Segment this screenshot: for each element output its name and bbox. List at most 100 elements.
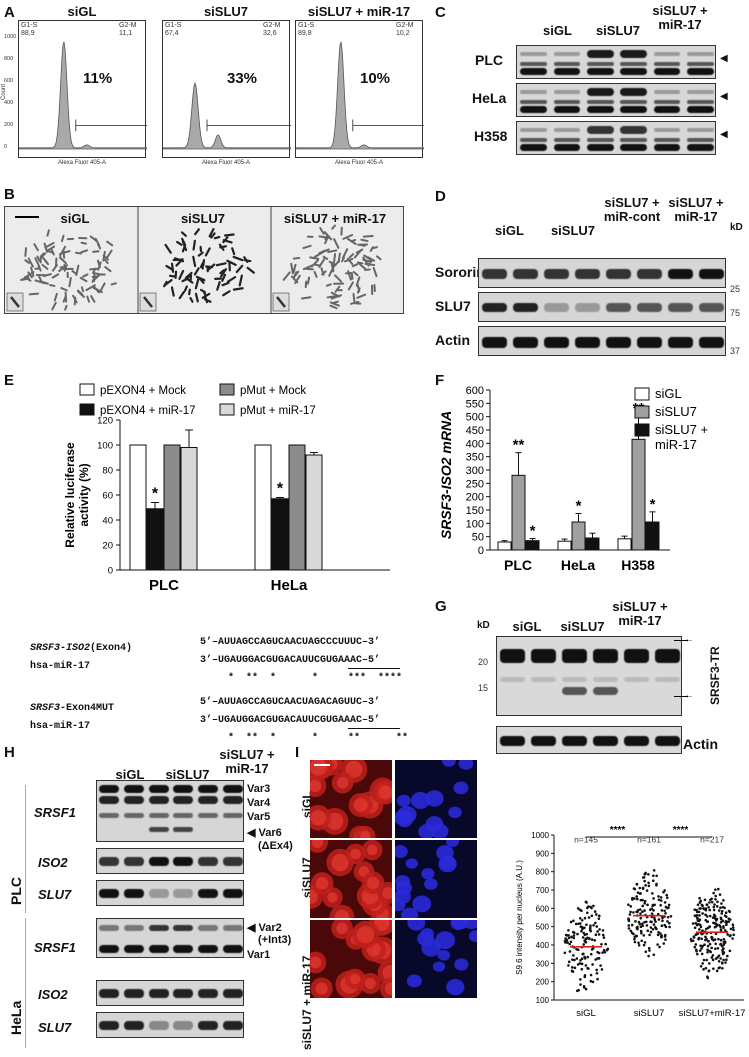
- chromosome: [192, 239, 196, 251]
- data-point: [634, 920, 637, 923]
- nucleus: [451, 920, 469, 930]
- chromosome: [38, 275, 43, 282]
- data-point: [635, 895, 639, 898]
- data-point: [707, 969, 711, 973]
- data-point: [659, 932, 662, 935]
- d-header-3: siSLU7 + miR-cont: [603, 195, 661, 224]
- data-point: [583, 940, 587, 943]
- chromosome: [34, 279, 46, 285]
- chromosome: [292, 263, 297, 274]
- western-srsf3: [496, 636, 682, 716]
- data-point: [715, 969, 719, 973]
- chromosome: [60, 287, 68, 292]
- bar: [129, 444, 147, 571]
- chromosome: [199, 278, 205, 284]
- chromosome: [46, 229, 50, 237]
- nucleus: [448, 806, 462, 819]
- data-point: [652, 897, 655, 900]
- gel-band: [198, 945, 218, 953]
- data-point: [649, 930, 653, 934]
- data-point: [693, 945, 697, 949]
- data-point: [657, 895, 660, 898]
- data-point: [565, 938, 569, 942]
- chromosome: [346, 237, 357, 245]
- data-point: [661, 916, 664, 920]
- gel-band: [222, 1021, 243, 1030]
- chromosome: [79, 276, 88, 283]
- s96-image: [310, 760, 392, 838]
- data-point: [647, 872, 650, 876]
- data-point: [714, 932, 718, 936]
- gel-band: [687, 52, 714, 56]
- bar: [146, 508, 164, 571]
- h-bracket-hela: [25, 918, 26, 1048]
- gel-band: [99, 945, 120, 953]
- stars-2: * ** * * ** **: [228, 733, 409, 744]
- chromosome: [24, 247, 28, 257]
- d-header-2: siSLU7: [550, 223, 596, 238]
- data-point: [704, 966, 708, 970]
- cell-signal: [366, 844, 378, 856]
- nucleus: [446, 840, 460, 847]
- gel-band: [520, 52, 547, 56]
- data-point: [695, 949, 698, 953]
- data-point: [566, 941, 569, 944]
- data-point: [666, 915, 670, 919]
- seq2-suffix: -Exon4MUT: [60, 703, 115, 714]
- chromosome: [235, 264, 244, 274]
- chromosome: [80, 249, 89, 254]
- count-label: n=161: [637, 834, 661, 844]
- legend-label: siGL: [655, 386, 682, 401]
- data-point: [580, 919, 584, 922]
- cell-signal: [327, 892, 338, 903]
- s96-image: [310, 920, 392, 998]
- gel-band: [544, 269, 569, 279]
- gel-arrow: ◀: [720, 129, 728, 140]
- gel-band: [520, 144, 547, 151]
- gel-band: [553, 68, 581, 75]
- gel-band: [222, 925, 243, 931]
- histogram-frame: [18, 20, 146, 158]
- g1-value: 67,4: [165, 30, 179, 37]
- c-row-h358: H358: [474, 128, 508, 144]
- data-point: [702, 958, 706, 962]
- data-point: [636, 927, 639, 931]
- cell-signal: [356, 925, 375, 944]
- gel-band: [637, 303, 662, 312]
- chromosome: [194, 292, 199, 303]
- gel-band: [687, 68, 714, 75]
- chromosome: [194, 228, 200, 236]
- gel-band: [531, 736, 556, 746]
- data-point: [713, 914, 717, 918]
- chromosome: [60, 234, 65, 243]
- chromosome: [231, 247, 236, 256]
- data-point: [710, 897, 713, 901]
- histogram-ytick: 600: [4, 78, 14, 84]
- gel-band: [653, 90, 681, 94]
- chromosome: [333, 238, 340, 249]
- data-point: [691, 939, 695, 943]
- data-point: [602, 936, 606, 939]
- gel-band: [593, 736, 618, 746]
- chromosome: [49, 283, 56, 287]
- y-tick-label: 100: [466, 518, 484, 530]
- chromosome: [34, 257, 41, 268]
- data-point: [710, 935, 713, 939]
- data-point: [724, 961, 727, 964]
- gel-band: [99, 857, 120, 866]
- data-point: [713, 903, 716, 906]
- gel-band: [668, 269, 693, 279]
- data-point: [642, 876, 646, 879]
- category-label: HeLa: [271, 577, 308, 594]
- data-point: [627, 927, 631, 930]
- gel-band: [148, 796, 169, 804]
- chromosome: [33, 243, 39, 252]
- data-point: [580, 957, 584, 961]
- data-point: [726, 933, 729, 936]
- data-point: [604, 942, 607, 946]
- data-point: [714, 957, 718, 960]
- data-point: [714, 919, 718, 922]
- y-tick-label: 80: [102, 466, 113, 477]
- chromosome: [371, 246, 379, 250]
- gel-band: [99, 785, 120, 793]
